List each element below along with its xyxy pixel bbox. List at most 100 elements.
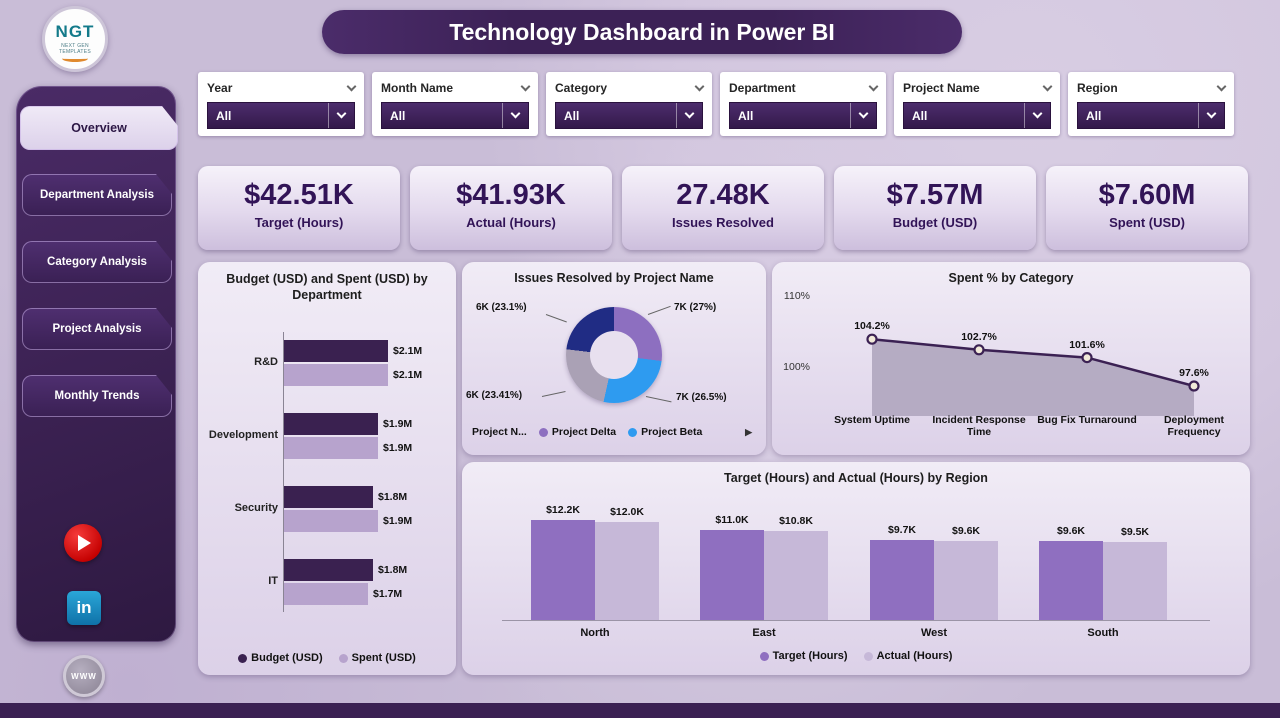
donut-callout-label: 6K (23.1%) (476, 302, 527, 313)
filter-dropdown[interactable]: All (903, 102, 1051, 129)
kpi-value: $7.60M (1098, 179, 1196, 211)
callout-leader-line (541, 391, 566, 397)
sidebar-item-project-analysis[interactable]: Project Analysis (22, 308, 172, 350)
axis-category-label: Incident Response Time (932, 414, 1026, 439)
bar-segment[interactable] (284, 437, 378, 459)
bar-segment[interactable] (934, 541, 998, 620)
chevron-down-icon[interactable] (1042, 81, 1053, 91)
bar-segment[interactable] (595, 522, 659, 620)
bar-segment[interactable] (284, 583, 368, 605)
data-point-label: 97.6% (1179, 367, 1209, 379)
kpi-issues-resolved: 27.48K Issues Resolved (622, 166, 824, 250)
bar-segment[interactable] (284, 486, 373, 508)
panel-target-actual-by-region: Target (Hours) and Actual (Hours) by Reg… (462, 462, 1250, 675)
kpi-value: $7.57M (886, 179, 984, 211)
dropdown-button[interactable] (676, 103, 702, 128)
chevron-down-icon (858, 108, 869, 119)
legend-item-spent[interactable]: Spent (USD) (338, 652, 416, 664)
filter-label: Year (207, 81, 233, 95)
legend-label: Project Delta (551, 426, 617, 438)
filter-value: All (216, 108, 232, 123)
sidebar-item-category-analysis[interactable]: Category Analysis (22, 241, 172, 283)
filter-dropdown[interactable]: All (729, 102, 877, 129)
callout-leader-line (645, 396, 672, 403)
filter-label: Region (1077, 81, 1118, 95)
dropdown-button[interactable] (1198, 103, 1224, 128)
bar-value-label: $1.8M (378, 564, 408, 576)
bar-value-label: $1.9M (383, 515, 413, 527)
legend-item-project-beta[interactable]: Project Beta (628, 426, 702, 438)
bar-value-label: $12.0K (610, 506, 644, 518)
filter-dropdown[interactable]: All (1077, 102, 1225, 129)
bar-segment[interactable] (284, 510, 378, 532)
filter-dropdown[interactable]: All (381, 102, 529, 129)
youtube-icon[interactable] (64, 524, 102, 562)
data-point-marker[interactable] (866, 333, 878, 345)
sidebar-item-monthly-trends[interactable]: Monthly Trends (22, 375, 172, 417)
dropdown-button[interactable] (1024, 103, 1050, 128)
bar-segment[interactable] (284, 364, 388, 386)
chevron-down-icon (510, 108, 521, 119)
chevron-down-icon[interactable] (694, 81, 705, 91)
line-chart-spent-pct[interactable] (812, 284, 1242, 424)
dropdown-button[interactable] (850, 103, 876, 128)
bar-segment[interactable] (700, 530, 764, 620)
chevron-down-icon[interactable] (1216, 81, 1227, 91)
legend-item-project-delta[interactable]: Project Delta (538, 426, 617, 438)
legend-scroll-arrow[interactable]: ▶ (745, 426, 752, 437)
legend-title: Project N... (472, 426, 527, 438)
website-globe-icon[interactable]: WWW (63, 655, 105, 697)
sidebar-item-label: Project Analysis (52, 323, 142, 335)
filter-year: Year All (198, 72, 364, 136)
linkedin-icon[interactable]: in (67, 591, 101, 625)
sidebar-item-overview[interactable]: Overview (20, 106, 178, 150)
kpi-label: Issues Resolved (672, 215, 774, 230)
kpi-spent-usd: $7.60M Spent (USD) (1046, 166, 1248, 250)
bar-segment[interactable] (764, 531, 828, 620)
logo-swoosh (62, 55, 88, 62)
axis-category-label: System Uptime (834, 414, 910, 426)
bar-segment[interactable] (1039, 541, 1103, 620)
data-point-label: 102.7% (961, 330, 997, 343)
kpi-budget-usd: $7.57M Budget (USD) (834, 166, 1036, 250)
filter-label: Project Name (903, 81, 980, 95)
chevron-down-icon[interactable] (520, 81, 531, 91)
data-point-marker[interactable] (1081, 351, 1093, 364)
legend-item-target[interactable]: Target (Hours) (759, 650, 848, 662)
callout-leader-line (647, 305, 671, 315)
legend-item-actual[interactable]: Actual (Hours) (863, 650, 952, 662)
bar-value-label: $9.6K (951, 525, 981, 537)
bar-segment[interactable] (531, 520, 595, 620)
bar-segment[interactable] (284, 340, 388, 362)
filter-label: Month Name (381, 81, 453, 95)
sidebar-item-department-analysis[interactable]: Department Analysis (22, 174, 172, 216)
category-label: East (752, 627, 776, 639)
category-label: Development (208, 429, 278, 441)
bar-segment[interactable] (284, 413, 378, 435)
sidebar-item-label: Monthly Trends (54, 390, 140, 402)
filter-value: All (912, 108, 928, 123)
linkedin-icon-text: in (76, 598, 92, 617)
legend-label: Target (Hours) (772, 650, 848, 662)
chevron-down-icon[interactable] (346, 81, 357, 91)
data-point-label: 101.6% (1069, 338, 1105, 351)
bar-segment[interactable] (870, 540, 934, 620)
logo-subtext: NEXT GEN TEMPLATES (58, 43, 92, 55)
filter-dropdown[interactable]: All (555, 102, 703, 129)
category-label: South (1087, 627, 1119, 639)
filter-dropdown[interactable]: All (207, 102, 355, 129)
legend-issues: Project N... Project Delta Project Beta … (472, 426, 756, 438)
dropdown-button[interactable] (502, 103, 528, 128)
filter-value: All (738, 108, 754, 123)
category-label: West (920, 627, 948, 639)
chevron-down-icon[interactable] (868, 81, 879, 91)
legend-target-actual: Target (Hours) Actual (Hours) (462, 650, 1250, 662)
bar-segment[interactable] (1103, 542, 1167, 620)
dropdown-button[interactable] (328, 103, 354, 128)
data-point-marker[interactable] (973, 344, 985, 356)
data-point-marker[interactable] (1188, 380, 1200, 392)
legend-item-budget[interactable]: Budget (USD) (238, 652, 323, 664)
bar-segment[interactable] (284, 559, 373, 581)
bar-value-label: $9.6K (1056, 525, 1086, 537)
sidebar-item-label: Category Analysis (47, 256, 147, 268)
